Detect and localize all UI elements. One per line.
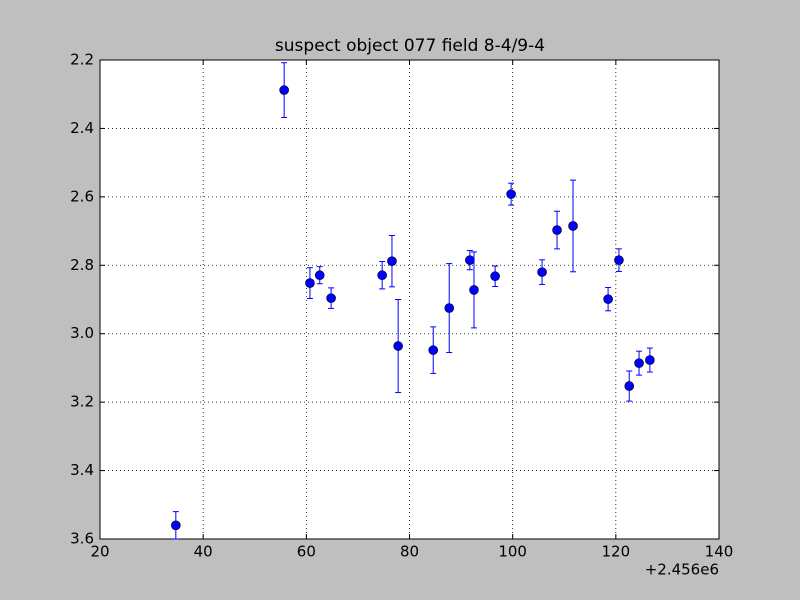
x-tick-label: 60: [297, 543, 316, 561]
point: [377, 270, 387, 281]
x-tick-label: 140: [705, 543, 734, 561]
point: [465, 255, 475, 265]
x-tick-label: 120: [602, 543, 631, 561]
point: [305, 278, 315, 288]
point: [393, 341, 403, 351]
point: [428, 345, 439, 355]
point: [444, 303, 455, 313]
x-tick-label: 20: [90, 543, 109, 561]
x-tick-label: 100: [498, 543, 527, 561]
point: [326, 293, 336, 303]
y-tick-label: 3.0: [70, 324, 94, 342]
point: [469, 285, 479, 295]
y-tick-label: 3.6: [70, 530, 94, 548]
x-offset-label: +2.456e6: [645, 561, 719, 579]
plot-area: [100, 60, 719, 539]
x-tick-label: 40: [194, 543, 213, 561]
plot-frame: [99, 59, 720, 540]
point: [537, 267, 547, 277]
point: [387, 256, 397, 266]
point: [490, 271, 500, 282]
point: [645, 355, 655, 365]
x-tick-label: 80: [400, 543, 419, 561]
point: [568, 221, 578, 231]
y-tick-label: 2.8: [70, 256, 94, 274]
y-tick-label: 3.4: [70, 461, 94, 479]
point: [624, 381, 635, 391]
y-tick-label: 2.4: [70, 119, 94, 137]
point: [634, 358, 644, 368]
chart-title: suspect object 077 field 8-4/9-4: [275, 36, 545, 56]
point: [171, 520, 181, 531]
point: [279, 85, 289, 95]
y-tick-label: 2.6: [70, 187, 94, 205]
point: [614, 255, 624, 265]
point: [506, 189, 516, 199]
point: [603, 294, 613, 304]
y-tick-label: 2.2: [70, 51, 94, 69]
y-tick-label: 3.2: [70, 393, 94, 411]
point: [552, 225, 562, 235]
point: [314, 270, 325, 281]
